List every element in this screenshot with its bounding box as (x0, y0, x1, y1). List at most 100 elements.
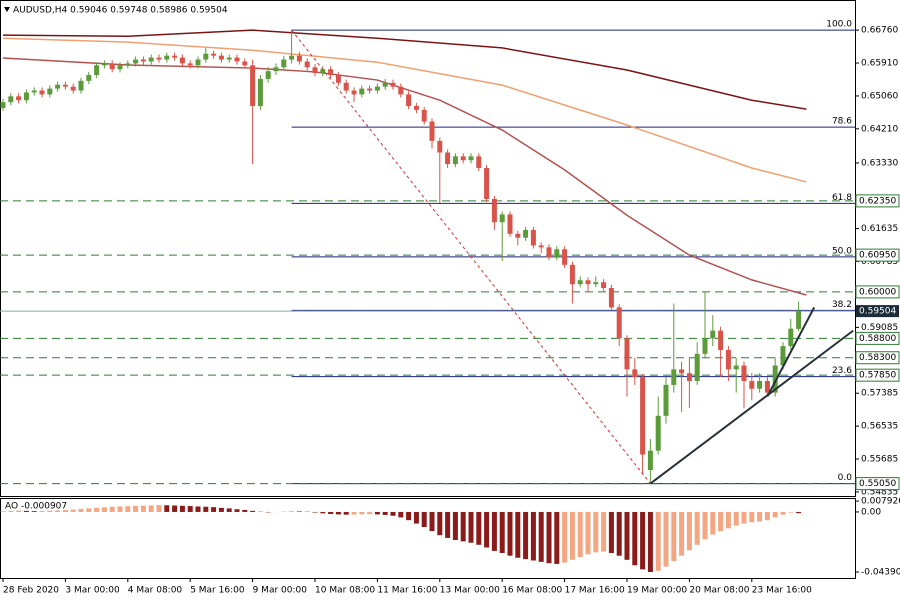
candle-body (328, 69, 334, 76)
ao-bar (39, 510, 45, 512)
ao-bar (312, 511, 318, 513)
candle-body (749, 380, 755, 389)
level-tag (855, 248, 900, 262)
candle-body (156, 57, 162, 60)
ao-bar (788, 511, 794, 513)
candle-body (593, 282, 599, 285)
candle-body (367, 88, 373, 91)
candle-body (647, 450, 653, 471)
y-tick-label: 0.61635 (861, 224, 898, 234)
ao-bar (577, 511, 583, 558)
y-tick-label: 0.64210 (861, 124, 898, 134)
ao-bar (632, 511, 638, 566)
candle-body (179, 57, 185, 64)
ao-bar (133, 505, 139, 512)
x-tick-label: 4 Mar 08:00 (128, 586, 183, 596)
level-label: 0.60000 (859, 287, 896, 297)
ao-bar (164, 505, 170, 512)
candle-body (601, 282, 607, 289)
ao-bar (507, 511, 513, 556)
ao-bar (616, 511, 622, 556)
y-tick-label: 0.56535 (861, 422, 898, 432)
candle-body (686, 373, 692, 381)
candle-body (733, 365, 739, 370)
level-tag (855, 477, 900, 491)
candle-body (164, 55, 170, 60)
x-tick-label: 5 Mar 16:00 (190, 586, 245, 596)
ao-bar (554, 511, 560, 564)
candle-body (70, 86, 76, 91)
ao-bar (452, 511, 458, 540)
x-tick-label: 10 Mar 08:00 (315, 586, 375, 596)
ao-bar (250, 510, 256, 512)
ao-bar (780, 511, 786, 515)
price-label: 0.59504 (859, 307, 896, 317)
candle-body (382, 82, 388, 87)
candle-body (468, 156, 474, 161)
ao-bar (484, 511, 490, 548)
moving-average (2, 29, 807, 110)
candle-body (569, 264, 575, 285)
level-label: 0.62350 (859, 196, 896, 206)
moving-average (2, 37, 807, 183)
price-tag (856, 305, 899, 318)
candle-body (702, 338, 708, 354)
ao-frame (0, 498, 856, 579)
candle-body (538, 245, 544, 248)
candle-body (312, 67, 318, 74)
ao-bar (55, 510, 61, 512)
x-tick-label: 13 Mar 00:00 (440, 586, 500, 596)
y-tick-label: 0.60785 (861, 257, 898, 267)
fibo-label: 23.6 (832, 366, 852, 376)
ao-bar (382, 511, 388, 515)
ao-bar (343, 511, 349, 515)
candle-body (23, 92, 29, 101)
candle-body (515, 233, 521, 238)
ao-bar (593, 511, 599, 553)
candle-body (718, 330, 724, 350)
candle-body (39, 90, 45, 95)
ao-bar (117, 506, 123, 512)
ao-bar (47, 510, 53, 512)
ao-bar (702, 511, 708, 540)
candle-body (780, 346, 786, 366)
candle-body (554, 249, 560, 258)
candle-body (265, 71, 271, 79)
ao-bar (647, 511, 653, 572)
ao-bar (663, 511, 669, 567)
candle-body (242, 61, 248, 66)
candle-body (608, 288, 614, 308)
ao-bar (367, 511, 373, 515)
candle-body (47, 88, 53, 95)
x-tick-label: 16 Mar 08:00 (502, 586, 562, 596)
ao-bar (624, 511, 630, 560)
candle-body (460, 156, 466, 161)
ao-bar (289, 511, 295, 512)
candle-body (546, 247, 552, 258)
candle-body (125, 63, 131, 66)
ao-bar (562, 511, 568, 563)
y-tick-label: 0.57385 (861, 389, 898, 399)
candle-body (585, 280, 591, 285)
candle-body (335, 75, 341, 83)
candle-body (289, 55, 295, 60)
candle-body (445, 152, 451, 165)
ao-bar (686, 511, 692, 551)
candle-body (203, 53, 209, 60)
symbol-arrow (4, 7, 10, 12)
ao-bar (725, 511, 731, 529)
y-tick-label: 0.63330 (861, 158, 898, 168)
ao-bar (585, 511, 591, 555)
ao-bar (757, 511, 763, 522)
candle-body (374, 86, 380, 91)
candle-body (86, 75, 92, 81)
x-tick-label: 3 Mar 00:00 (65, 586, 120, 596)
candle-body (577, 280, 583, 285)
ao-bar (179, 505, 185, 512)
candle-body (78, 80, 84, 91)
ao-bar (476, 511, 482, 545)
candle-body (507, 214, 513, 234)
candle-body (8, 96, 14, 103)
y-tick-label: 0.66760 (861, 26, 898, 36)
level-label: 0.58800 (859, 334, 896, 344)
